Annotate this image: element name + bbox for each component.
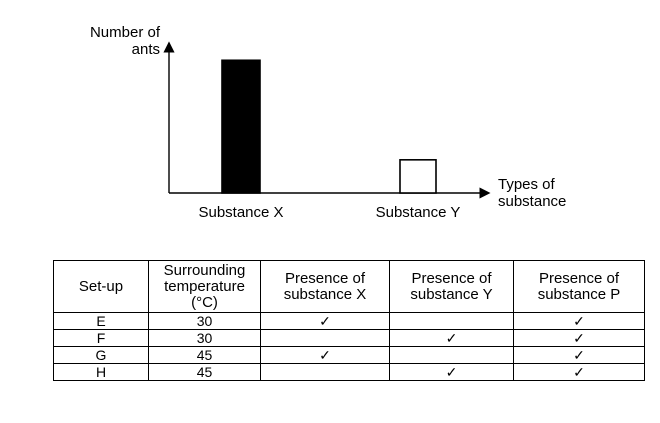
cell-setup: F <box>53 329 149 347</box>
table-row: F 30 ✓ ✓ <box>53 329 645 347</box>
cell-substance-p: ✓ <box>513 363 645 381</box>
y-axis-label: Number of ants <box>89 24 160 58</box>
cell-temperature: 30 <box>148 329 261 347</box>
chart-canvas: Substance X Substance Y <box>163 41 491 221</box>
table-row: H 45 ✓ ✓ <box>53 363 645 381</box>
cell-substance-x: ✓ <box>260 346 390 364</box>
bar-chart: Substance X Substance Y Number of ants Ty… <box>89 24 567 221</box>
header-substance-y: Presence of substance Y <box>389 260 514 313</box>
setup-table: Set-up Surrounding temperature (°C) Pres… <box>53 260 645 381</box>
cell-substance-x <box>260 329 390 347</box>
header-temperature: Surrounding temperature (°C) <box>148 260 261 313</box>
bars-group <box>221 59 437 194</box>
table-header-row: Set-up Surrounding temperature (°C) Pres… <box>53 260 645 313</box>
cell-substance-p: ✓ <box>513 329 645 347</box>
cell-substance-y <box>389 346 514 364</box>
header-substance-x: Presence of substance X <box>260 260 390 313</box>
category-label: Substance Y <box>376 204 461 221</box>
cell-substance-y: ✓ <box>389 363 514 381</box>
cell-substance-y <box>389 312 514 330</box>
cell-setup: G <box>53 346 149 364</box>
category-labels-group: Substance X Substance Y <box>198 204 460 221</box>
bar-substance-y <box>399 159 437 194</box>
bar-substance-x <box>221 59 261 194</box>
table-row: E 30 ✓ ✓ <box>53 312 645 330</box>
cell-substance-y: ✓ <box>389 329 514 347</box>
cell-substance-x: ✓ <box>260 312 390 330</box>
x-axis-label: Types of substance <box>498 176 567 210</box>
cell-temperature: 45 <box>148 346 261 364</box>
table-row: G 45 ✓ ✓ <box>53 346 645 364</box>
cell-temperature: 30 <box>148 312 261 330</box>
header-substance-p: Presence of substance P <box>513 260 645 313</box>
cell-setup: E <box>53 312 149 330</box>
cell-substance-p: ✓ <box>513 346 645 364</box>
cell-substance-x <box>260 363 390 381</box>
cell-setup: H <box>53 363 149 381</box>
category-label: Substance X <box>198 204 283 221</box>
header-setup: Set-up <box>53 260 149 313</box>
cell-temperature: 45 <box>148 363 261 381</box>
cell-substance-p: ✓ <box>513 312 645 330</box>
